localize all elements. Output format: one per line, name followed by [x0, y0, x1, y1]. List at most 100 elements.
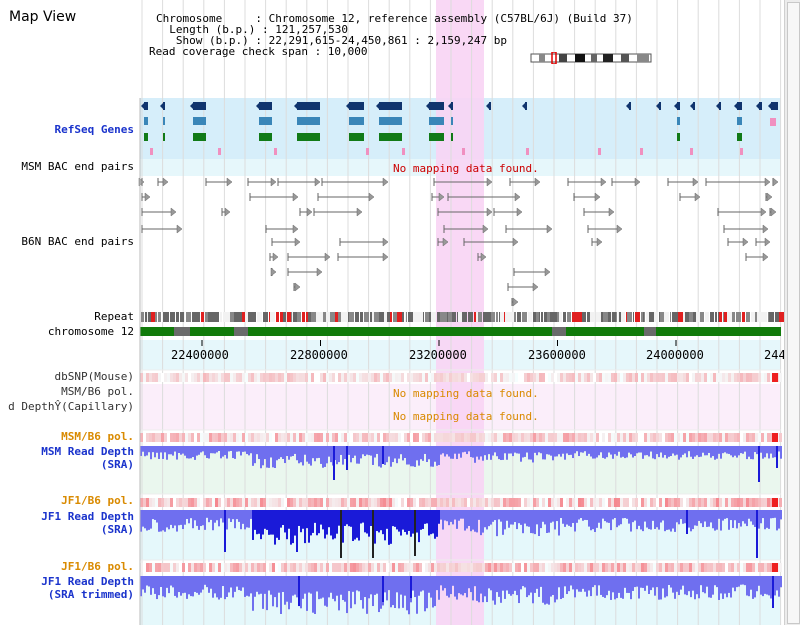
jf1-read-depth-sra-label[interactable]: (SRA) — [100, 523, 134, 536]
repeat-feature — [664, 312, 669, 322]
pol-density-cell — [734, 563, 737, 572]
read-depth-bar — [600, 576, 602, 595]
pol-density-cell — [440, 433, 443, 442]
read-depth-bar — [354, 510, 356, 540]
read-depth-bar — [292, 510, 294, 544]
pol-density-cell — [545, 373, 548, 382]
pol-density-cell — [257, 498, 260, 507]
jf1-b6-pol-label[interactable]: JF1/B6 pol. — [61, 494, 134, 507]
read-depth-bar — [662, 576, 664, 589]
dbsnp-label[interactable]: dbSNP(Mouse) — [54, 370, 134, 383]
read-depth-bar — [362, 446, 364, 455]
pol-density-cell — [662, 563, 665, 572]
read-depth-bar — [256, 510, 258, 535]
pol-density-cell — [458, 498, 461, 507]
jf1-b6-pol-trimmed-label[interactable]: JF1/B6 pol. — [61, 560, 134, 573]
read-depth-bar — [534, 576, 536, 593]
msm-b6-pol-label[interactable]: MSM/B6 pol. — [61, 430, 134, 443]
jf1-read-depth-trimmed-label[interactable]: JF1 Read Depth — [41, 575, 134, 588]
read-depth-bar — [756, 576, 758, 592]
chromosome-track-label[interactable]: chromosome 12 — [47, 325, 134, 338]
pol-density-cell — [449, 373, 452, 382]
pol-density-cell — [746, 563, 749, 572]
read-depth-bar — [516, 510, 518, 530]
repeat-feature — [779, 312, 784, 322]
read-depth-bar — [504, 446, 506, 454]
read-depth-bar — [758, 510, 760, 529]
read-depth-bar — [140, 446, 142, 456]
read-depth-bar — [400, 576, 402, 595]
scrollbar-thumb[interactable] — [787, 2, 800, 624]
read-depth-bar — [590, 576, 592, 597]
pol-density-cell — [374, 563, 377, 572]
msm-bac-end-pairs-label[interactable]: MSM BAC end pairs — [21, 160, 134, 173]
pol-density-cell — [779, 563, 782, 572]
pol-density-cell — [380, 498, 383, 507]
pol-density-cell — [257, 373, 260, 382]
jf1-read-depth-label[interactable]: JF1 Read Depth — [41, 510, 134, 523]
msm-b6-pol-capillary-label[interactable]: MSM/B6 pol. — [61, 385, 134, 398]
read-depth-bar — [668, 446, 670, 457]
repeat-feature — [283, 312, 285, 322]
coverage-span-info-line: Read coverage check span : 10,000 — [149, 45, 368, 58]
read-depth-bar — [408, 446, 410, 465]
pol-density-cell — [179, 563, 182, 572]
read-depth-bar — [724, 446, 726, 453]
chromosome-ideogram[interactable] — [529, 52, 653, 64]
msm-read-depth-label[interactable]: MSM Read Depth — [41, 445, 134, 458]
read-depth-bar — [584, 576, 586, 592]
repeat-feature — [715, 312, 717, 322]
pol-density-cell — [536, 498, 539, 507]
pol-density-cell — [173, 498, 176, 507]
refseq-genes-label[interactable]: RefSeq Genes — [54, 123, 134, 136]
read-depth-bar — [448, 576, 450, 598]
pol-density-cell — [371, 433, 374, 442]
read-depth-bar — [474, 446, 476, 463]
read-depth-bar — [626, 446, 628, 458]
pol-density-cell — [173, 373, 176, 382]
repeat-label[interactable]: Repeat — [94, 310, 134, 323]
pol-density-cell — [296, 563, 299, 572]
read-depth-bar — [636, 510, 638, 530]
pol-density-cell — [635, 498, 638, 507]
pol-density-cell — [572, 498, 575, 507]
read-depth-bar — [636, 576, 638, 587]
read-depth-bar — [188, 576, 190, 595]
repeat-feature — [635, 312, 640, 322]
read-depth-bar — [506, 576, 508, 591]
read-depth-bar — [690, 510, 692, 532]
pol-density-cell — [749, 433, 752, 442]
read-depth-bar — [648, 510, 650, 530]
pol-density-cell — [647, 498, 650, 507]
read-depth-bar — [148, 446, 150, 453]
pol-density-cell — [206, 563, 209, 572]
pol-density-cell — [272, 433, 275, 442]
pol-density-cell — [707, 373, 710, 382]
pol-density-cell — [467, 373, 470, 382]
pol-density-cell — [413, 433, 416, 442]
pol-density-cell — [245, 498, 248, 507]
msm-read-depth-sra-label[interactable]: (SRA) — [100, 458, 134, 471]
read-depth-bar — [588, 576, 590, 591]
pol-density-cell — [647, 433, 650, 442]
pol-density-cell — [380, 433, 383, 442]
gene-glyph — [379, 117, 402, 125]
read-depth-bar — [714, 446, 716, 460]
pol-density-cell — [191, 433, 194, 442]
pol-density-cell — [179, 498, 182, 507]
pol-density-cell — [767, 498, 770, 507]
read-depth-bar — [292, 446, 294, 457]
pol-density-cell — [536, 373, 539, 382]
jf1-read-depth-trimmed-sra-label[interactable]: (SRA trimmed) — [47, 588, 134, 601]
read-depth-bar — [526, 510, 528, 527]
pol-density-cell — [149, 373, 152, 382]
read-depth-bar — [250, 576, 252, 594]
capillary-read-depth-label[interactable]: d DepthŶ(Capillary) — [8, 400, 134, 413]
vertical-scrollbar[interactable] — [784, 0, 800, 625]
repeat-feature — [572, 312, 576, 322]
b6n-bac-end-pairs-label[interactable]: B6N BAC end pairs — [21, 235, 134, 248]
repeat-feature — [216, 312, 219, 322]
pol-density-cell — [587, 373, 590, 382]
pol-density-cell — [704, 373, 707, 382]
pol-density-cell — [293, 373, 296, 382]
